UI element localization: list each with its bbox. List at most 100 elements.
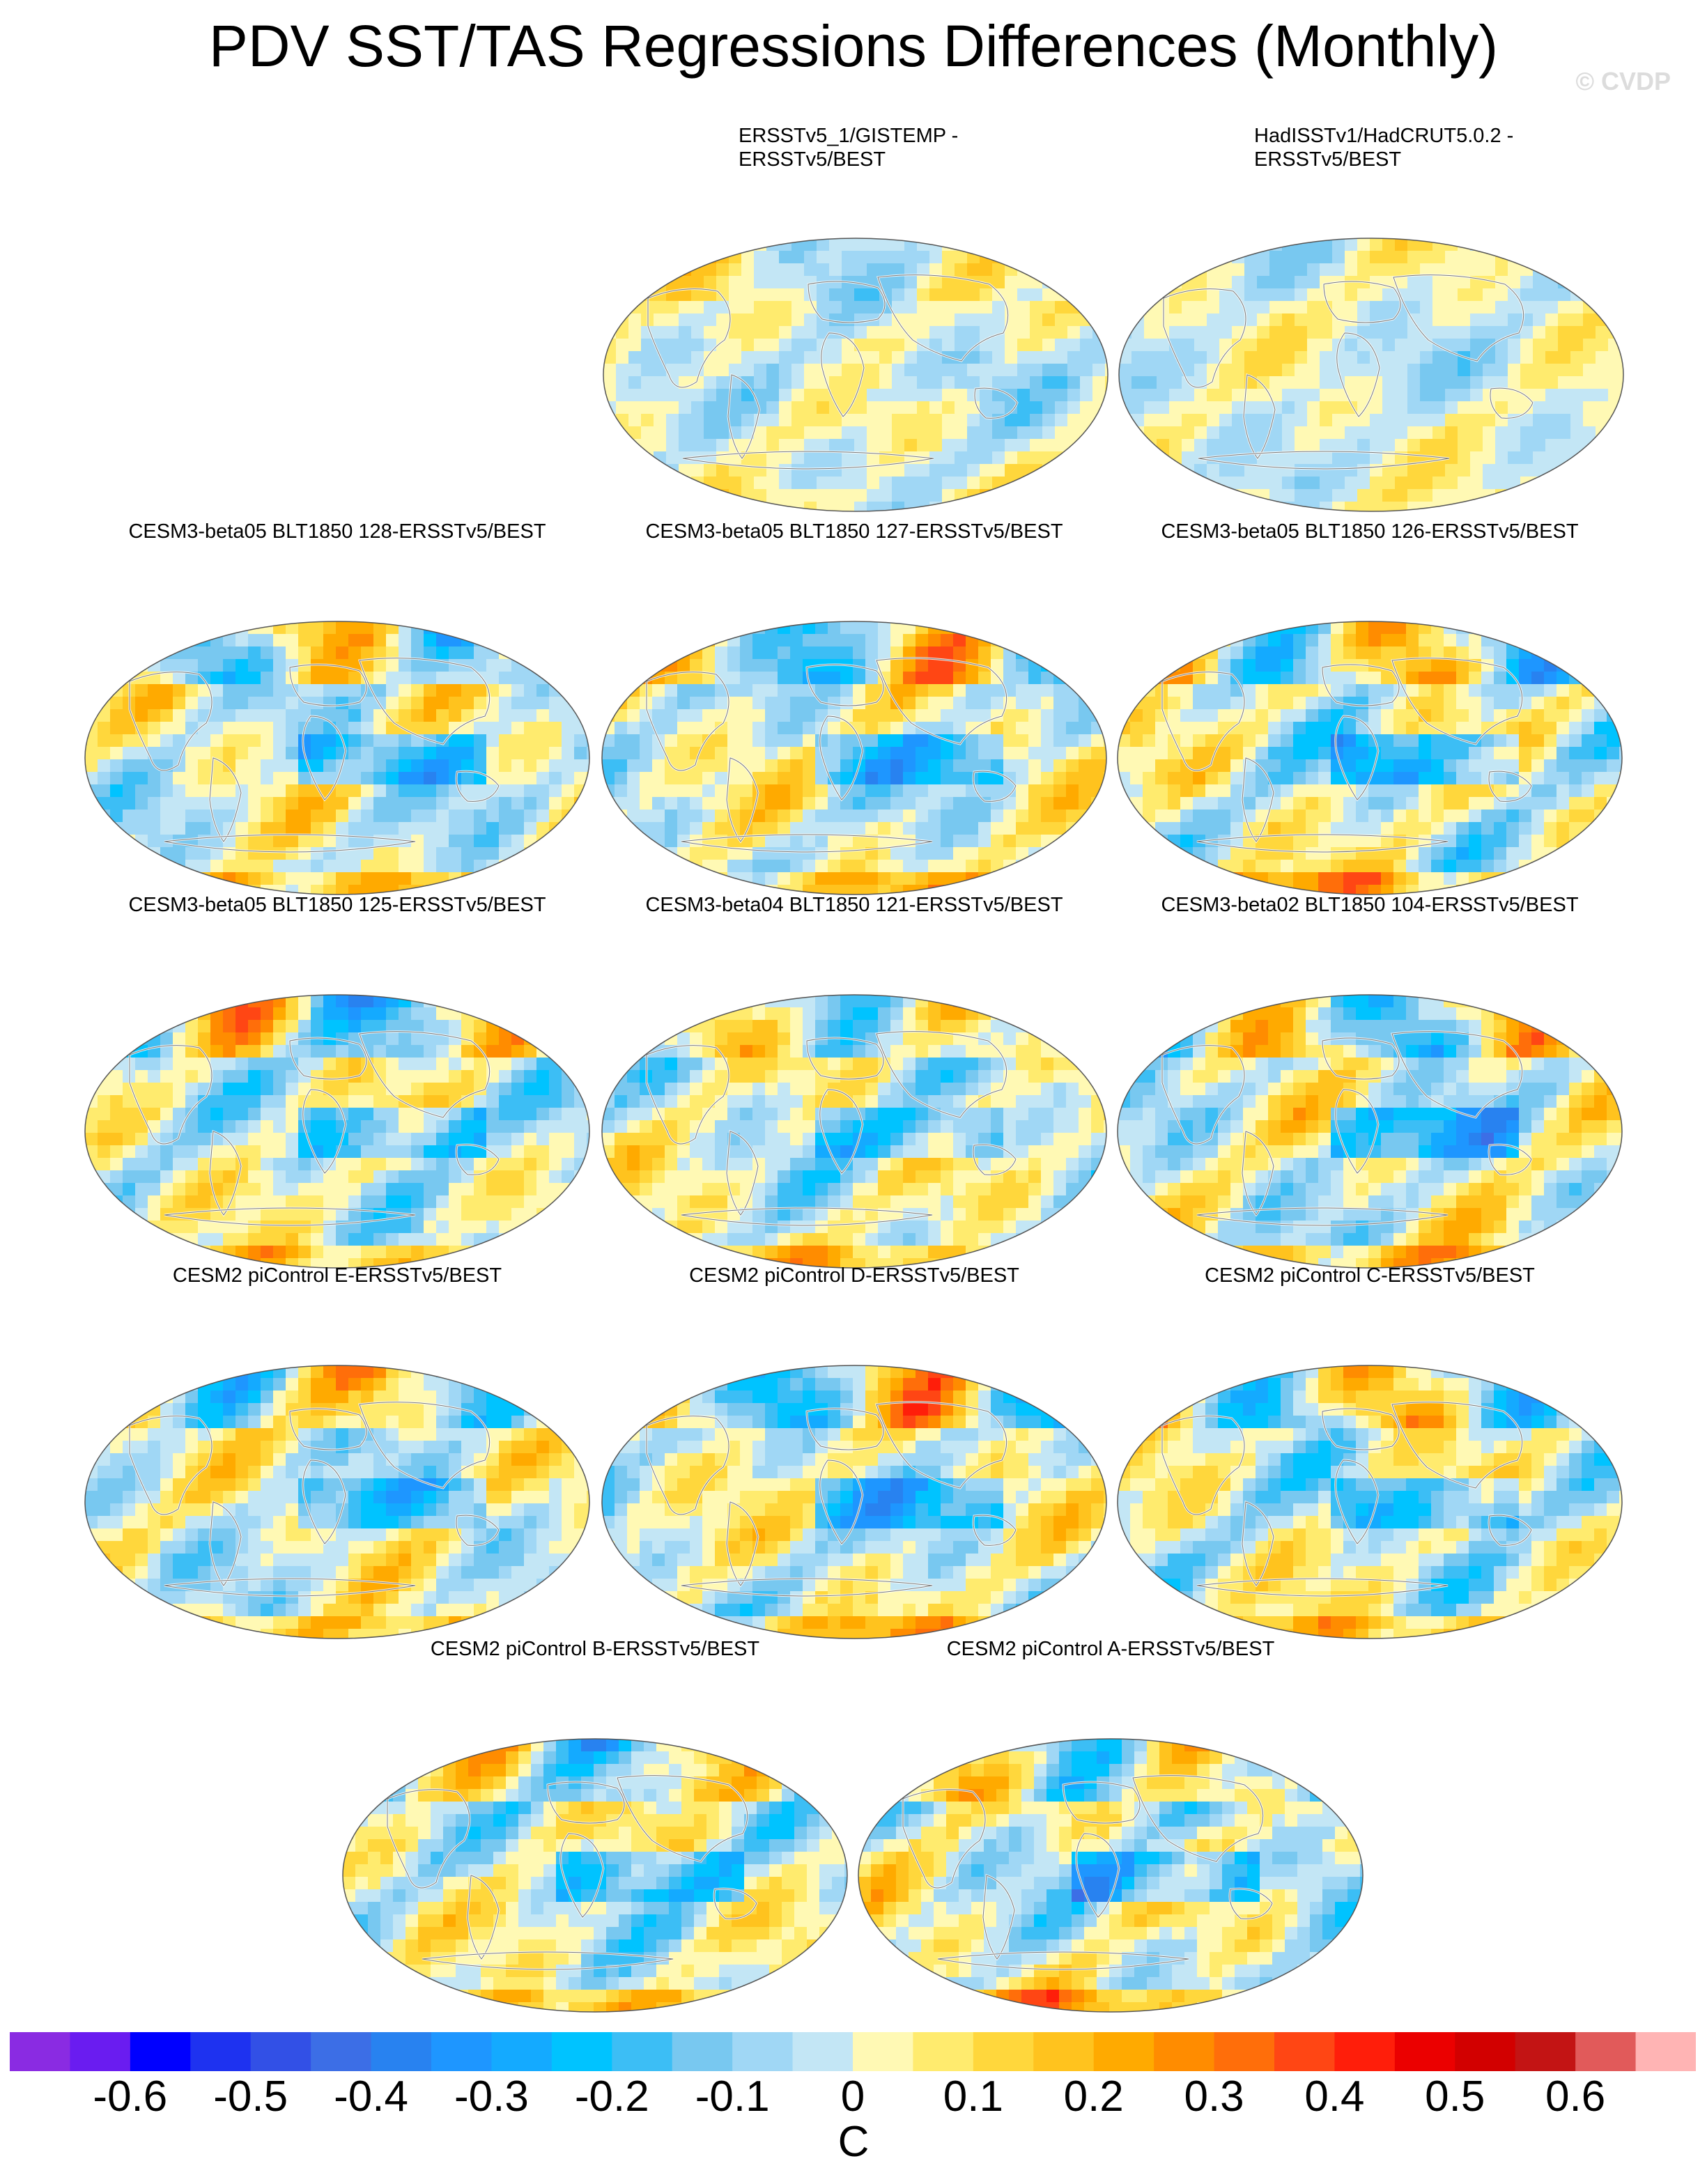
map-plot: [601, 994, 1107, 1269]
colorbar-tick-label: 0.4: [1304, 2073, 1365, 2121]
panel-title: CESM3-beta05 BLT1850 125-ERSSTv5/BEST: [128, 894, 546, 916]
map-panel: CESM2 piControl A-ERSSTv5/BEST: [854, 1637, 1367, 2027]
colorbar-swatch: [1334, 2032, 1396, 2071]
panel-title: CESM3-beta05 BLT1850 127-ERSSTv5/BEST: [645, 520, 1063, 543]
map-plot: [601, 621, 1107, 895]
map-panel: CESM2 piControl C-ERSSTv5/BEST: [1113, 1264, 1626, 1654]
map-plot: [601, 1365, 1107, 1639]
colorbar-tick-label: -0.6: [93, 2073, 168, 2121]
panel-title: CESM3-beta02 BLT1850 104-ERSSTv5/BEST: [1161, 894, 1579, 916]
colorbar-swatch: [732, 2032, 794, 2071]
colorbar-tick-label: 0.6: [1545, 2073, 1606, 2121]
panel-title: CESM3-beta04 BLT1850 121-ERSSTv5/BEST: [645, 894, 1063, 916]
colorbar-swatch: [551, 2032, 612, 2071]
map-plot: [84, 621, 590, 895]
coastlines: [1161, 1030, 1533, 1227]
colorbar-swatch: [973, 2032, 1034, 2071]
colorbar-swatch: [311, 2032, 372, 2071]
colorbar-swatch: [1394, 2032, 1455, 2071]
colorbar-swatch: [1214, 2032, 1275, 2071]
coastlines: [1162, 274, 1534, 470]
coastlines: [128, 1030, 500, 1227]
colorbar-swatch: [491, 2032, 553, 2071]
colorbar-tick-label: 0.1: [943, 2073, 1003, 2121]
map-outline: [1117, 1365, 1623, 1639]
colorbar-swatch: [853, 2032, 914, 2071]
colorbar-tick-label: -0.4: [334, 2073, 408, 2121]
colorbar-tick-label: -0.3: [454, 2073, 529, 2121]
colorbar-swatch: [250, 2032, 311, 2071]
map-panel: CESM2 piControl B-ERSSTv5/BEST: [339, 1637, 851, 2027]
colorbar-swatch: [190, 2032, 252, 2071]
colorbar-swatch: [1635, 2032, 1696, 2071]
map-outline: [1118, 238, 1624, 512]
colorbar: [10, 2032, 1696, 2071]
coastlines: [1161, 657, 1533, 853]
map-panel: CESM2 piControl E-ERSSTv5/BEST: [81, 1264, 594, 1654]
coastlines: [645, 657, 1017, 853]
colorbar-swatch: [10, 2032, 71, 2071]
map-panel: ERSSTv5_1/GISTEMP - ERSSTv5/BEST: [599, 124, 1112, 514]
map-outline: [601, 621, 1107, 895]
coastlines: [386, 1774, 758, 1971]
map-panel: CESM3-beta05 BLT1850 127-ERSSTv5/BEST: [598, 520, 1111, 910]
panel-title: CESM2 piControl B-ERSSTv5/BEST: [430, 1638, 760, 1660]
colorbar-swatch: [913, 2032, 974, 2071]
colorbar-tick-labels: -0.6 -0.5 -0.4 -0.3 -0.2 -0.1 0 0.1 0.2 0.3 0.4 0.5…: [0, 2073, 1707, 2121]
colorbar-swatch: [371, 2032, 432, 2071]
cvdp-watermark: © CVDP: [1575, 67, 1671, 95]
map-outline: [1117, 621, 1623, 895]
colorbar-tick-label: 0: [840, 2073, 865, 2121]
colorbar-swatch: [792, 2032, 854, 2071]
map-outline: [601, 994, 1107, 1269]
map-outline: [603, 238, 1109, 512]
map-plot: [1118, 238, 1624, 512]
colorbar-swatch: [431, 2032, 493, 2071]
panel-title: HadISSTv1/HadCRUT5.0.2 - ERSSTv5/BEST: [1254, 125, 1514, 171]
colorbar-swatch: [1033, 2032, 1095, 2071]
panel-title: CESM2 piControl A-ERSSTv5/BEST: [946, 1638, 1275, 1660]
panel-title: ERSSTv5_1/GISTEMP - ERSSTv5/BEST: [739, 125, 959, 171]
map-plot: [603, 238, 1109, 512]
colorbar-tick-label: -0.1: [695, 2073, 770, 2121]
map-outline: [84, 1365, 590, 1639]
colorbar-swatch: [672, 2032, 733, 2071]
coastlines: [1161, 1401, 1533, 1597]
map-plot: [1117, 1365, 1623, 1639]
map-plot: [858, 1738, 1364, 2013]
map-plot: [84, 994, 590, 1269]
map-outline: [84, 994, 590, 1269]
map-panel: CESM2 piControl D-ERSSTv5/BEST: [598, 1264, 1111, 1654]
map-panel: CESM3-beta04 BLT1850 121-ERSSTv5/BEST: [598, 893, 1111, 1283]
coastlines: [647, 274, 1019, 470]
map-outline: [342, 1738, 848, 2013]
map-outline: [1117, 994, 1623, 1269]
map-plot: [84, 1365, 590, 1639]
map-outline: [858, 1738, 1364, 2013]
panel-title: CESM2 piControl E-ERSSTv5/BEST: [172, 1264, 502, 1287]
anomaly-field: [602, 621, 1106, 894]
map-plot: [342, 1738, 848, 2013]
coastlines: [645, 1401, 1017, 1597]
map-panel: CESM3-beta05 BLT1850 126-ERSSTv5/BEST: [1113, 520, 1626, 910]
colorbar-swatch: [1274, 2032, 1336, 2071]
colorbar-tick-label: -0.2: [574, 2073, 649, 2121]
colorbar-tick-label: 0.5: [1425, 2073, 1485, 2121]
colorbar-swatch: [612, 2032, 673, 2071]
map-plot: [1117, 994, 1623, 1269]
colorbar-tick-label: 0.3: [1184, 2073, 1244, 2121]
map-panel: CESM3-beta05 BLT1850 128-ERSSTv5/BEST: [81, 520, 594, 910]
colorbar-swatch: [1455, 2032, 1516, 2071]
coastlines: [128, 657, 500, 853]
colorbar-swatch: [130, 2032, 191, 2071]
coastlines: [645, 1030, 1017, 1227]
panel-title: CESM3-beta05 BLT1850 126-ERSSTv5/BEST: [1161, 520, 1579, 543]
colorbar-swatch: [1093, 2032, 1154, 2071]
figure-title: PDV SST/TAS Regressions Differences (Mon…: [208, 13, 1499, 79]
map-panel: HadISSTv1/HadCRUT5.0.2 - ERSSTv5/BEST: [1115, 124, 1628, 514]
panel-title: CESM3-beta05 BLT1850 128-ERSSTv5/BEST: [128, 520, 546, 543]
map-outline: [601, 1365, 1107, 1639]
coastlines: [128, 1401, 500, 1597]
colorbar-tick-label: -0.5: [213, 2073, 288, 2121]
map-plot: [1117, 621, 1623, 895]
